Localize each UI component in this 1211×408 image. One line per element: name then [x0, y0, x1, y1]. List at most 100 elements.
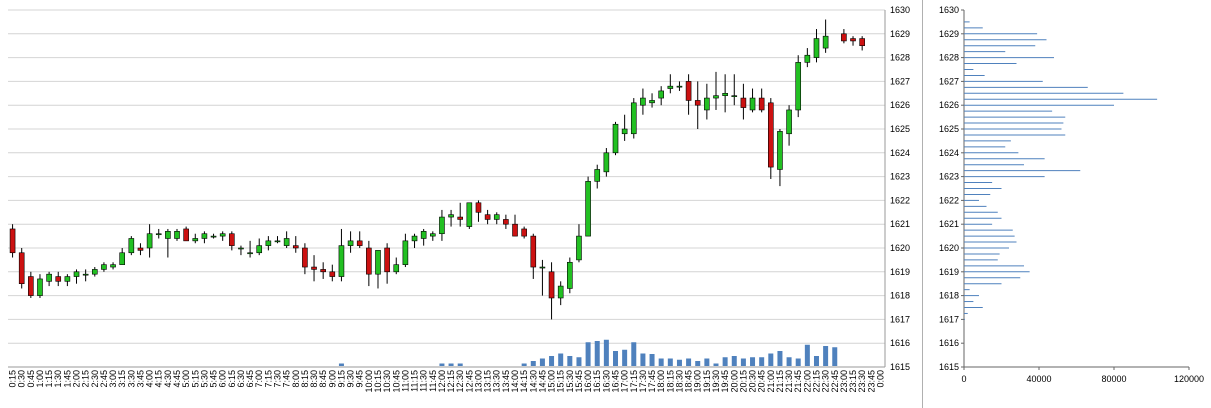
- candle: [247, 240, 253, 258]
- candle-body: [411, 235, 418, 242]
- x-tick-label: 22:00: [802, 370, 812, 393]
- candle: [621, 114, 628, 141]
- candle-body: [603, 152, 610, 173]
- x-tick-label: 22:15: [811, 370, 821, 393]
- y-tick-label: 1625: [890, 124, 910, 134]
- x-tick-label: 1:00: [35, 370, 45, 388]
- x-tick-label: 0:15: [8, 370, 18, 388]
- volume-bar: [759, 357, 765, 366]
- candle: [375, 250, 381, 289]
- candle-body: [110, 264, 116, 268]
- x-tick-label: 8:15: [300, 370, 310, 388]
- candle: [55, 271, 62, 287]
- candle: [804, 48, 811, 68]
- y-tick-label: 1617: [890, 314, 910, 324]
- x-tick-label: 7:15: [263, 370, 273, 388]
- candle-body: [649, 100, 655, 104]
- x-tick-label: 11:45: [428, 370, 438, 392]
- x-tick-label: 13:15: [483, 370, 493, 393]
- volume-bar: [649, 354, 655, 366]
- candle: [46, 271, 52, 287]
- candle-body: [119, 252, 125, 265]
- candle-body: [247, 252, 253, 255]
- candle: [265, 236, 272, 251]
- candle: [557, 281, 564, 306]
- candle: [155, 228, 162, 239]
- x-tick-label: 17:00: [620, 370, 630, 393]
- candle: [722, 74, 728, 113]
- volume-bar: [667, 358, 673, 366]
- candle-body: [667, 85, 674, 89]
- candle-body: [146, 233, 153, 249]
- x-tick-label: 10:15: [373, 370, 383, 393]
- x-tick-label: 6:45: [245, 370, 255, 388]
- candle: [320, 262, 326, 279]
- x-tick-label: 19:30: [711, 370, 721, 393]
- candle-body: [493, 214, 500, 220]
- x-tick-label: 3:15: [117, 370, 127, 388]
- candle: [101, 262, 107, 272]
- x-tick-label: 5:30: [199, 370, 209, 388]
- x-tick-label: 21:00: [766, 370, 776, 393]
- candle-body: [466, 202, 473, 227]
- candle: [411, 233, 418, 248]
- candle-body: [55, 276, 62, 282]
- candle-body: [758, 97, 765, 111]
- candle: [256, 238, 263, 256]
- x-tick-label: 4:00: [145, 370, 155, 388]
- volume-bar: [439, 363, 445, 366]
- x-tick-label: 5:45: [209, 370, 219, 388]
- x-tick-label: 11:15: [410, 370, 420, 392]
- candle: [539, 259, 546, 296]
- candle-body: [484, 214, 491, 220]
- x-tick-label: 10:45: [391, 370, 401, 393]
- x-tick-label: 18:30: [674, 370, 684, 393]
- candle-body: [530, 235, 537, 268]
- candle: [420, 228, 427, 246]
- candle: [18, 248, 25, 289]
- x-tick-label: 5:15: [190, 370, 200, 388]
- x-tick-label: 4:30: [163, 370, 173, 388]
- volume-bar: [521, 363, 527, 366]
- candle-body: [475, 202, 482, 213]
- x-tick-label: 20:30: [748, 370, 758, 393]
- candle: [210, 233, 217, 239]
- volume-bar: [558, 353, 564, 366]
- profile-y-tick-label: 1619: [939, 267, 959, 277]
- volume-bar: [448, 363, 454, 366]
- candle-body: [165, 231, 171, 239]
- candle: [475, 200, 482, 222]
- candle-body: [183, 228, 189, 242]
- candle: [429, 231, 436, 241]
- candle-body: [658, 90, 664, 99]
- candle-body: [229, 233, 235, 246]
- volume-bar: [676, 359, 682, 366]
- x-tick-label: 6:00: [218, 370, 228, 388]
- volume-bar: [722, 357, 728, 366]
- volume-bar: [823, 346, 829, 366]
- x-tick-label: 23:30: [857, 370, 867, 393]
- candle-body: [219, 233, 226, 237]
- volume-bar: [804, 344, 810, 366]
- volume-bar: [640, 353, 646, 366]
- x-tick-label: 8:30: [309, 370, 319, 388]
- volume-bar: [658, 358, 664, 366]
- candle: [174, 228, 180, 241]
- x-tick-label: 21:45: [793, 370, 803, 393]
- candle-body: [265, 240, 272, 246]
- x-tick-label: 3:45: [135, 370, 145, 388]
- volume-profile-chart: 1615 1616 1617 1618 1619 1620 1621 1622 1623 1624…: [939, 5, 1204, 384]
- volume-bar: [786, 357, 792, 366]
- candle: [612, 121, 619, 156]
- volume-bar: [704, 358, 710, 366]
- volume-bar: [713, 363, 719, 366]
- x-tick-label: 14:45: [537, 370, 547, 393]
- candle: [82, 269, 89, 282]
- volume-bar: [795, 358, 801, 366]
- x-tick-label: 0:00: [875, 370, 885, 388]
- x-tick-label: 19:00: [693, 370, 703, 393]
- profile-y-tick-label: 1630: [939, 5, 959, 15]
- candle: [302, 243, 308, 275]
- candle: [813, 29, 820, 63]
- candle: [484, 209, 491, 225]
